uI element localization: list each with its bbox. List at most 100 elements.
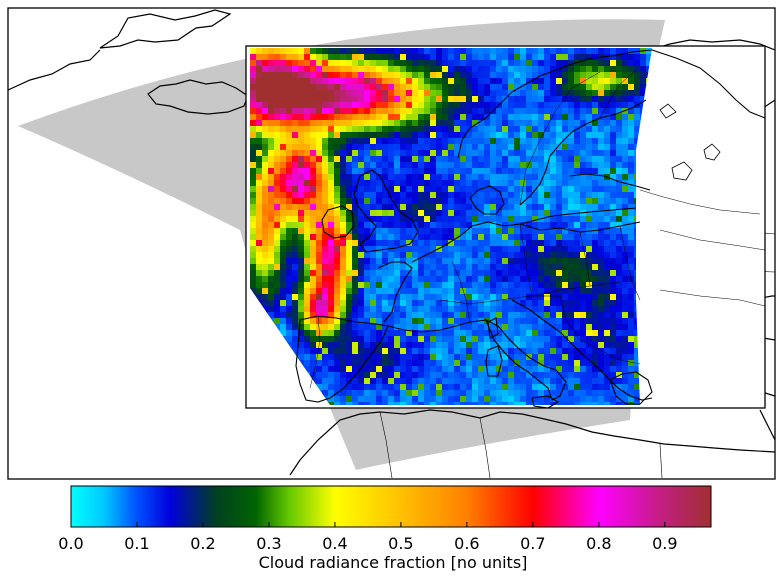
cloud-fraction-cell bbox=[448, 162, 455, 169]
cloud-fraction-cell bbox=[592, 366, 599, 373]
cloud-fraction-cell bbox=[358, 402, 365, 405]
cloud-fraction-cell bbox=[394, 72, 401, 79]
cloud-fraction-cell bbox=[490, 264, 497, 271]
cloud-fraction-cell bbox=[490, 300, 497, 307]
cloud-fraction-cell bbox=[394, 174, 401, 181]
cloud-fraction-cell bbox=[628, 162, 635, 169]
cloud-fraction-cell bbox=[556, 324, 563, 331]
cloud-fraction-cell bbox=[496, 390, 503, 397]
cloud-fraction-cell bbox=[346, 120, 353, 127]
cloud-fraction-cell bbox=[406, 342, 413, 349]
cloud-fraction-cell bbox=[460, 180, 467, 187]
cloud-fraction-cell bbox=[430, 96, 437, 103]
cloud-fraction-cell bbox=[394, 144, 401, 151]
cloud-fraction-cell bbox=[466, 390, 473, 397]
cloud-fraction-cell bbox=[382, 228, 389, 235]
cloud-fraction-cell bbox=[268, 270, 275, 277]
cloud-fraction-cell bbox=[358, 48, 365, 55]
cloud-fraction-cell bbox=[376, 384, 383, 391]
cloud-fraction-cell bbox=[466, 318, 473, 325]
cloud-fraction-cell bbox=[622, 168, 629, 175]
cloud-fraction-cell bbox=[394, 96, 401, 103]
cloud-fraction-cell bbox=[478, 348, 485, 355]
cloud-fraction-cell bbox=[610, 54, 617, 61]
cloud-fraction-cell bbox=[292, 114, 299, 121]
cloud-fraction-cell bbox=[562, 180, 569, 187]
cloud-fraction-cell bbox=[628, 48, 635, 55]
cloud-fraction-cell bbox=[394, 84, 401, 91]
cloud-fraction-cell bbox=[622, 258, 629, 265]
cloud-fraction-cell bbox=[514, 48, 521, 55]
cloud-fraction-cell bbox=[520, 318, 527, 325]
cloud-fraction-cell bbox=[430, 132, 437, 139]
cloud-fraction-cell bbox=[352, 162, 359, 169]
cloud-fraction-cell bbox=[298, 336, 305, 343]
cloud-fraction-cell bbox=[628, 204, 635, 211]
cloud-fraction-cell bbox=[628, 150, 635, 157]
cloud-fraction-cell bbox=[556, 60, 563, 67]
cloud-fraction-cell bbox=[544, 342, 551, 349]
cloud-fraction-cell bbox=[592, 306, 599, 313]
cloud-fraction-cell bbox=[448, 48, 455, 55]
cloud-fraction-cell bbox=[454, 324, 461, 331]
cloud-fraction-cell bbox=[292, 198, 299, 205]
cloud-fraction-cell bbox=[574, 186, 581, 193]
cloud-fraction-cell bbox=[334, 216, 341, 223]
cloud-fraction-cell bbox=[352, 144, 359, 151]
cloud-fraction-cell bbox=[292, 48, 299, 55]
cloud-fraction-cell bbox=[484, 60, 491, 67]
cloud-fraction-cell bbox=[436, 276, 443, 283]
cloud-fraction-cell bbox=[532, 156, 539, 163]
cloud-fraction-cell bbox=[520, 228, 527, 235]
cloud-fraction-cell bbox=[616, 366, 623, 373]
cloud-fraction-cell bbox=[478, 126, 485, 133]
cloud-fraction-cell bbox=[382, 180, 389, 187]
cloud-fraction-cell bbox=[622, 354, 629, 361]
cloud-fraction-cell bbox=[544, 138, 551, 145]
cloud-fraction-cell bbox=[406, 336, 413, 343]
cloud-fraction-cell bbox=[268, 186, 275, 193]
cloud-fraction-cell bbox=[526, 132, 533, 139]
cloud-fraction-cell bbox=[490, 96, 497, 103]
cloud-fraction-cell bbox=[604, 162, 611, 169]
cloud-fraction-cell bbox=[586, 402, 593, 405]
coastline-greece bbox=[609, 371, 653, 405]
cloud-fraction-cell bbox=[484, 180, 491, 187]
cloud-fraction-cell bbox=[262, 198, 269, 205]
cloud-fraction-cell bbox=[418, 366, 425, 373]
cloud-fraction-cell bbox=[502, 366, 509, 373]
cloud-fraction-cell bbox=[388, 114, 395, 121]
cloud-fraction-cell bbox=[406, 312, 413, 319]
border-alps bbox=[439, 295, 560, 305]
cloud-fraction-cell bbox=[616, 294, 623, 301]
cloud-fraction-cell bbox=[460, 54, 467, 61]
cloud-fraction-cell bbox=[496, 162, 503, 169]
cloud-fraction-cell bbox=[610, 246, 617, 253]
cloud-fraction-cell bbox=[370, 306, 377, 313]
cloud-fraction-cell bbox=[316, 246, 323, 253]
cloud-fraction-cell bbox=[472, 120, 479, 127]
cloud-fraction-cell bbox=[508, 384, 515, 391]
cloud-fraction-cell bbox=[466, 240, 473, 247]
cloud-fraction-cell bbox=[262, 246, 269, 253]
cloud-fraction-cell bbox=[616, 222, 623, 229]
cloud-fraction-cell bbox=[412, 156, 419, 163]
cloud-fraction-cell bbox=[268, 246, 275, 253]
cloud-fraction-cell bbox=[478, 60, 485, 67]
cloud-fraction-cell bbox=[628, 330, 635, 337]
cloud-fraction-cell bbox=[316, 336, 323, 343]
cloud-fraction-cell bbox=[406, 300, 413, 307]
cloud-fraction-cell bbox=[568, 288, 575, 295]
cloud-fraction-cell bbox=[310, 288, 317, 295]
cloud-fraction-cell bbox=[568, 282, 575, 289]
cloud-fraction-cell bbox=[328, 318, 335, 325]
cloud-fraction-cell bbox=[574, 348, 581, 355]
cloud-fraction-cell bbox=[316, 270, 323, 277]
cloud-fraction-cell bbox=[358, 264, 365, 271]
cloud-fraction-cell bbox=[376, 120, 383, 127]
cloud-fraction-cell bbox=[286, 54, 293, 61]
cloud-fraction-cell bbox=[460, 222, 467, 229]
cloud-fraction-cell bbox=[280, 294, 287, 301]
cloud-fraction-cell bbox=[454, 204, 461, 211]
